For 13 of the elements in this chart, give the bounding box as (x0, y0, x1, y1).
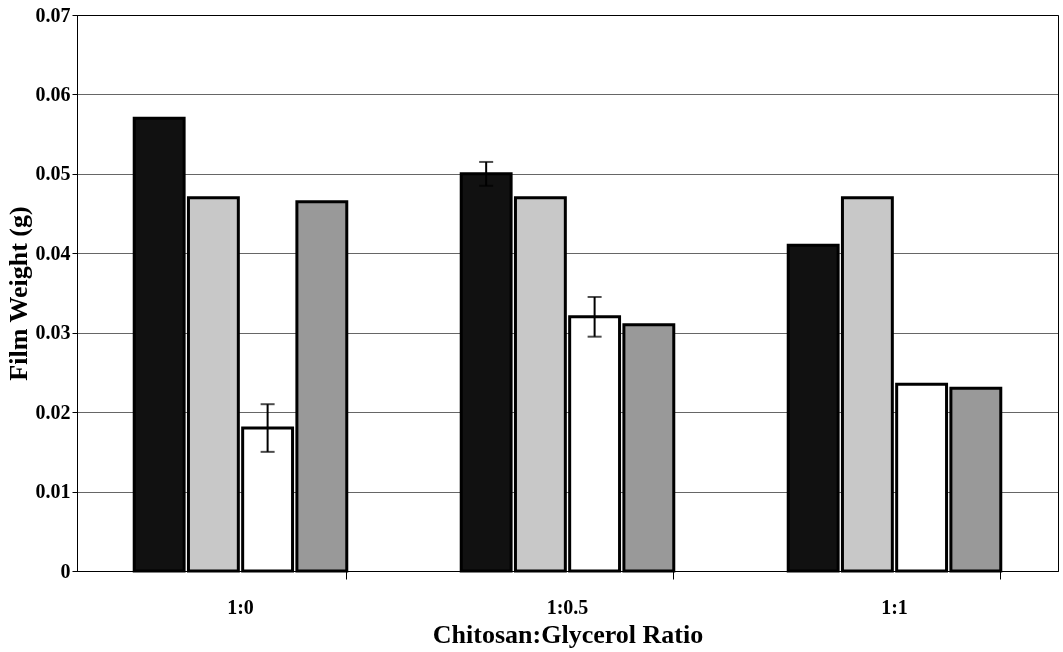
x-tick-label: 1:0.5 (546, 595, 589, 618)
y-tick-label: 0.02 (35, 400, 71, 423)
y-tick-label: 0.06 (35, 82, 71, 105)
y-tick-label: 0.03 (35, 321, 71, 344)
y-axis-title: Film Weight (g) (3, 206, 33, 381)
y-tick-label: 0.04 (35, 241, 71, 264)
y-tick-label: 0.07 (35, 3, 71, 26)
x-axis-title: Chitosan:Glycerol Ratio (432, 619, 704, 649)
y-tick-label: 0 (60, 559, 71, 582)
y-tick-label: 0.01 (35, 480, 71, 503)
y-tick-label: 0.05 (35, 162, 71, 185)
x-tick-label: 1:0 (227, 595, 254, 618)
x-tick-label: 1:1 (881, 595, 908, 618)
